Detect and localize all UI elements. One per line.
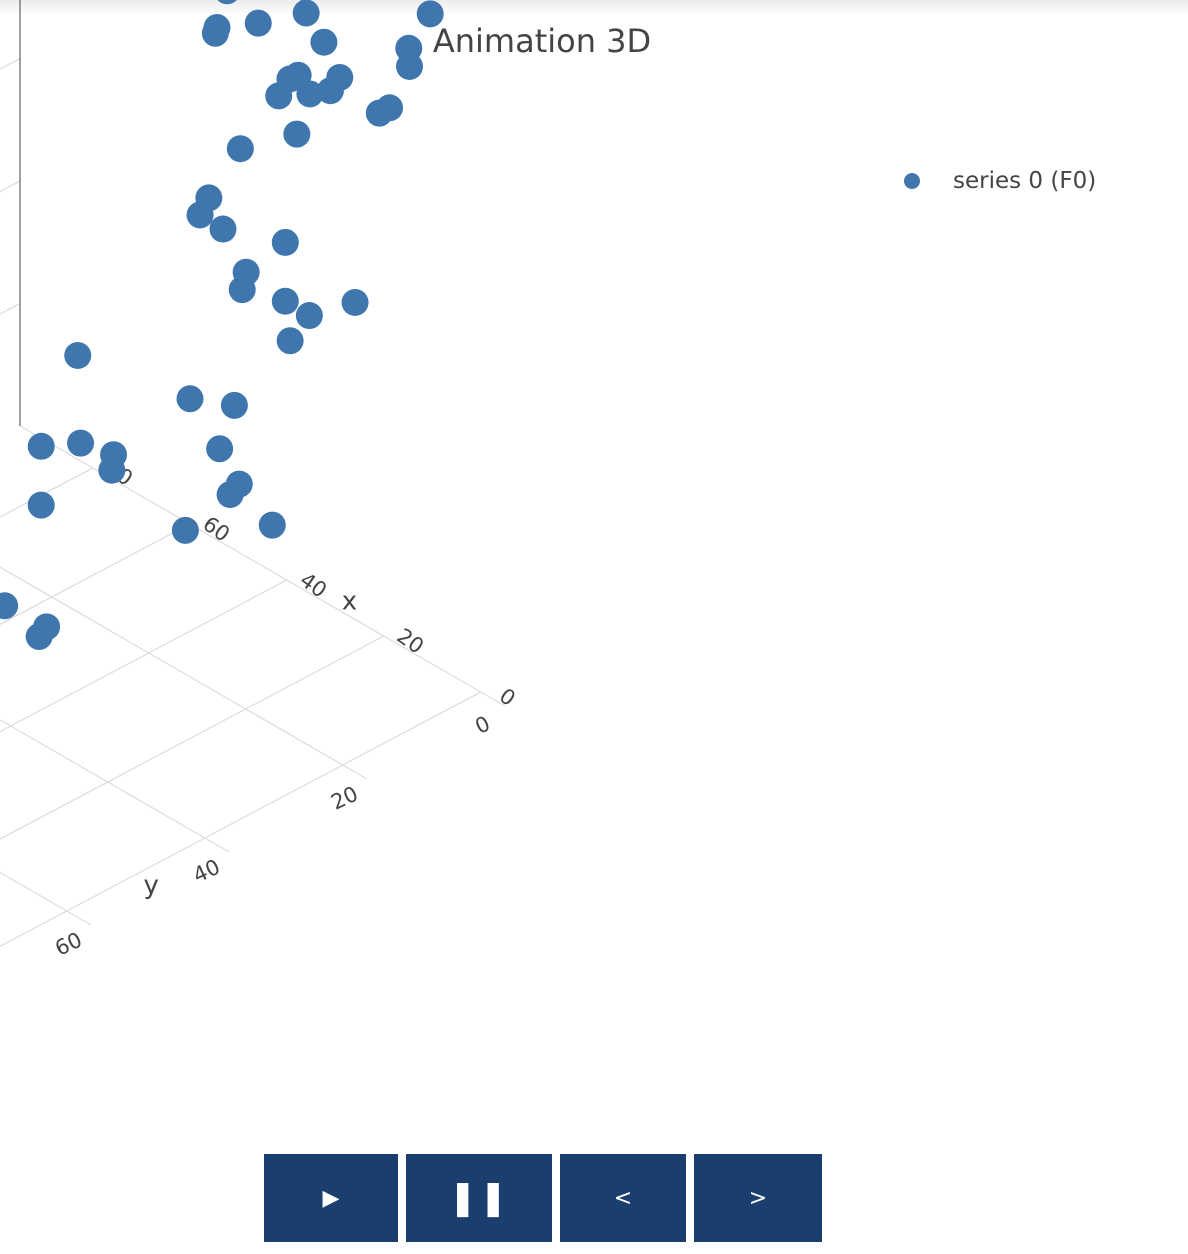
data-point[interactable] <box>64 341 92 369</box>
pause-button[interactable]: ❚❚ <box>406 1154 552 1242</box>
data-point[interactable] <box>276 327 304 355</box>
y-axis-title: y <box>144 870 159 900</box>
data-point[interactable] <box>176 385 204 413</box>
floor-grid-line <box>0 719 230 853</box>
data-point[interactable] <box>244 9 272 37</box>
y-tick-label: 40 <box>189 855 223 888</box>
axis-lines <box>0 0 21 426</box>
data-point[interactable] <box>258 511 286 539</box>
zero-line <box>0 0 20 210</box>
data-point[interactable] <box>226 135 254 163</box>
floor-grid-line <box>19 425 506 707</box>
data-point[interactable] <box>209 215 237 243</box>
data-point[interactable] <box>292 0 320 27</box>
floor-grid-line <box>0 691 481 947</box>
floor-grid-line <box>0 467 93 518</box>
legend-label: series 0 (F0) <box>953 168 1097 194</box>
data-point[interactable] <box>276 65 304 93</box>
data-point[interactable] <box>283 120 311 148</box>
animation-controls: ▶ ❚❚ < > <box>264 1154 822 1242</box>
y-tick-label: 20 <box>327 782 361 815</box>
x-axis-title: x <box>342 587 357 617</box>
data-point[interactable] <box>271 287 299 315</box>
floor-grid-line <box>0 579 287 733</box>
data-point[interactable] <box>396 52 423 80</box>
x-tick-label: 40 <box>295 568 331 603</box>
floor-grid-line <box>0 871 92 926</box>
data-point[interactable] <box>310 28 338 56</box>
x-tick-label: 20 <box>392 624 428 659</box>
floor-grid-line <box>0 635 384 840</box>
data-point[interactable] <box>171 516 199 544</box>
data-point[interactable] <box>228 276 256 304</box>
data-point[interactable] <box>27 491 55 519</box>
legend[interactable]: series 0 (F0) <box>904 168 1096 194</box>
wall-grid-line <box>0 0 20 210</box>
data-point[interactable] <box>326 63 354 91</box>
data-point[interactable] <box>67 429 95 457</box>
data-point[interactable] <box>25 623 53 650</box>
data-point[interactable] <box>214 0 241 5</box>
data-point[interactable] <box>216 481 244 509</box>
previous-frame-button[interactable]: < <box>560 1154 686 1242</box>
play-button[interactable]: ▶ <box>264 1154 398 1242</box>
data-point[interactable] <box>220 391 248 419</box>
data-point[interactable] <box>206 435 234 463</box>
data-point[interactable] <box>295 302 323 330</box>
x-tick-label: 0 <box>495 684 520 711</box>
floor-grid-line <box>0 566 368 780</box>
data-point[interactable] <box>376 94 404 122</box>
y-tick-label: 60 <box>51 928 85 961</box>
legend-marker <box>904 173 920 189</box>
data-point[interactable] <box>341 288 369 316</box>
data-point[interactable] <box>186 201 214 229</box>
data-point[interactable] <box>0 592 19 620</box>
data-point[interactable] <box>27 432 55 460</box>
data-point[interactable] <box>296 80 324 108</box>
data-point[interactable] <box>290 0 317 1</box>
data-point[interactable] <box>416 0 444 28</box>
data-point[interactable] <box>271 228 299 256</box>
chart-title: Animation 3D <box>432 22 652 60</box>
x-tick-label: 60 <box>198 512 234 547</box>
floor-grid-line <box>0 523 190 625</box>
wall-grid-line <box>0 303 21 315</box>
data-point[interactable] <box>201 19 229 47</box>
data-point[interactable] <box>98 456 126 484</box>
data-points[interactable] <box>0 0 473 716</box>
y-tick-label: 0 <box>471 711 493 738</box>
wall-grid-line <box>0 58 21 70</box>
wall-grid-line <box>0 0 20 87</box>
wall-grid-line <box>0 180 21 193</box>
next-frame-button[interactable]: > <box>694 1154 822 1242</box>
